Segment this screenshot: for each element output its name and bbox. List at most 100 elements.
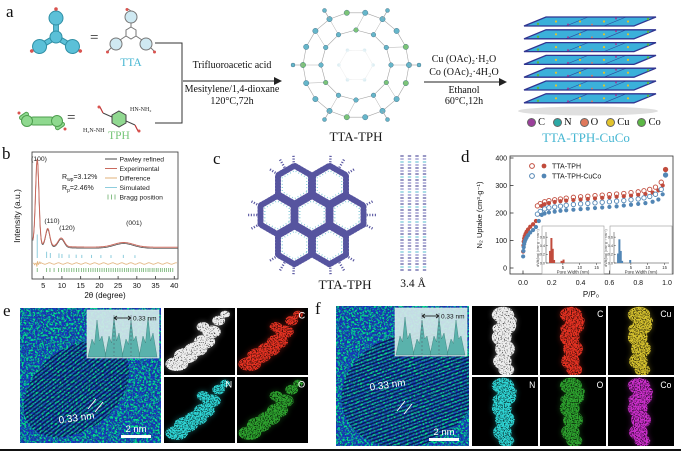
- svg-text:(120): (120): [59, 225, 75, 232]
- svg-text:0.2: 0.2: [547, 280, 557, 287]
- inset-dspacing-label: 0.33 nm: [133, 316, 157, 323]
- svg-text:2θ (degree): 2θ (degree): [84, 291, 126, 300]
- svg-text:0.4: 0.4: [540, 244, 545, 248]
- atom-legend-item-Co: Co: [637, 117, 661, 128]
- tem-image-f-container: 0.33 nm 2 nm 0.33 nm: [325, 306, 494, 449]
- element-label-C: C: [597, 309, 604, 319]
- inset-dspacing-label: 0.33 nm: [441, 314, 465, 321]
- svg-text:Simulated: Simulated: [120, 185, 150, 192]
- tta-molecule-cartoon: [29, 7, 83, 54]
- panel-label-f: f: [315, 299, 321, 318]
- atom-legend-item-C: C: [527, 117, 545, 128]
- line-profile-inset: 0.33 nm: [394, 307, 468, 357]
- cof-topview-container: [245, 153, 380, 286]
- monomer-bracket: [155, 42, 183, 124]
- svg-text:0.0: 0.0: [518, 280, 528, 287]
- atom-legend-item-O: O: [579, 117, 599, 128]
- svg-text:0: 0: [503, 266, 507, 273]
- cof-structure-top-view: [247, 154, 377, 276]
- svg-text:Rp=2.46%: Rp=2.46%: [62, 185, 94, 194]
- reaction2-arrow: [424, 78, 507, 86]
- map-tile-haadf: [164, 308, 235, 375]
- tta-label: TTA: [120, 57, 142, 69]
- svg-text:dV/d(log) (cm³·g⁻¹·nm⁻¹): dV/d(log) (cm³·g⁻¹·nm⁻¹): [604, 229, 608, 266]
- svg-text:35: 35: [151, 281, 159, 290]
- svg-text:0.0: 0.0: [540, 261, 545, 265]
- element-label-N: N: [529, 380, 535, 390]
- map-tile-N: N: [164, 376, 235, 443]
- cof-pore-drawing: [290, 8, 422, 122]
- element-label-O: O: [298, 379, 305, 389]
- svg-text:Intensity (a.u.): Intensity (a.u.): [12, 189, 22, 243]
- element-label-C: C: [298, 311, 305, 321]
- cof-label-c: TTA-TPH: [318, 277, 372, 292]
- svg-text:Rwp=3.12%: Rwp=3.12%: [62, 174, 97, 183]
- reaction1-condition-3: 120°C,72h: [210, 96, 254, 107]
- tph-right-group: HN-NH₂: [130, 107, 151, 113]
- map-tile-N: N: [472, 377, 538, 446]
- svg-text:5: 5: [41, 281, 45, 290]
- pxrd-chart-container: 5 10 15 20 25 30 35 40 2θ (degree) Intensity (a.u…: [12, 146, 182, 307]
- svg-text:10: 10: [58, 281, 66, 290]
- atom-dot-O: [579, 118, 589, 127]
- panel-label-e: e: [3, 301, 11, 320]
- svg-text:(100): (100): [31, 156, 47, 163]
- svg-text:400: 400: [495, 156, 507, 163]
- svg-text:Pore Width (nm): Pore Width (nm): [625, 270, 658, 275]
- svg-text:0.4: 0.4: [608, 244, 613, 248]
- layered-slabs-drawing: [518, 16, 658, 116]
- scale-bar-label: 2 nm: [433, 427, 454, 438]
- cof-label-a: TTA-TPH: [329, 129, 383, 144]
- reaction2-reagent-2: Co (OAc)₂·4H₂O: [429, 67, 499, 78]
- tph-molecule-cartoon: [17, 111, 67, 131]
- atom-legend-item-N: N: [553, 117, 572, 128]
- atom-legend: C N O Cu Co: [527, 117, 661, 128]
- svg-text:5: 5: [630, 265, 633, 270]
- svg-text:15: 15: [662, 265, 667, 270]
- eds-maps-e: C N O: [164, 308, 308, 443]
- equals-sign-2: =: [67, 110, 76, 126]
- svg-text:0.6: 0.6: [540, 235, 545, 239]
- stacked-layers-side-view: [400, 155, 427, 271]
- map-tile-C: C: [540, 306, 606, 375]
- panel-label-d: d: [461, 147, 470, 166]
- dspacing-annotation: 0.33 nm: [369, 378, 406, 394]
- reaction2-condition-2: 60°C,12h: [444, 96, 484, 107]
- pxrd-chart: 5 10 15 20 25 30 35 40 2θ (degree) Intensity (a.u…: [12, 151, 178, 300]
- svg-text:Pore Width (nm): Pore Width (nm): [557, 270, 590, 275]
- atom-symbol-Co: Co: [648, 117, 661, 128]
- atom-symbol-N: N: [564, 117, 572, 128]
- tta-structure: [106, 8, 156, 54]
- scale-bar-label: 2 nm: [125, 424, 146, 435]
- map-tile-Co: Co: [608, 377, 674, 446]
- map-tile-C: C: [237, 308, 308, 375]
- svg-text:0.4: 0.4: [576, 280, 586, 287]
- equals-sign-1: =: [90, 30, 99, 46]
- svg-text:0.2: 0.2: [540, 253, 545, 257]
- atom-symbol-C: C: [538, 117, 546, 128]
- svg-text:0.6: 0.6: [608, 235, 613, 239]
- atom-dot-Cu: [606, 118, 616, 127]
- reaction1-condition-2: Mesitylene/1,4-dioxane: [184, 84, 280, 95]
- tph-structure: H₂N-NH HN-NH₂: [83, 105, 151, 134]
- isotherm-chart-container: 0 100 200 300 400 0.0 0.2 0.4 0.6 0.8 1.0 P/P₀ N₂ Up…: [470, 148, 681, 307]
- svg-text:0.0: 0.0: [608, 261, 613, 265]
- panel-label-c: c: [213, 149, 221, 168]
- map-tile-Cu: Cu: [608, 306, 674, 375]
- svg-text:Pawley refined: Pawley refined: [120, 156, 165, 163]
- scale-bar: [121, 435, 151, 438]
- eds-maps-f: C Cu N O Co: [472, 306, 674, 446]
- svg-text:Experimental: Experimental: [120, 166, 160, 173]
- tem-image: 0.33 nm 2 nm 0.33 nm: [4, 308, 161, 449]
- panel-label-b: b: [2, 144, 11, 163]
- svg-text:0.6: 0.6: [605, 280, 615, 287]
- scale-bar: [429, 438, 459, 441]
- reaction2-reagent-1: Cu (OAc)₂·H₂O: [431, 54, 497, 65]
- tem-image: 0.33 nm 2 nm 0.33 nm: [325, 306, 494, 449]
- atom-symbol-O: O: [590, 117, 599, 128]
- svg-text:20: 20: [95, 281, 103, 290]
- atom-dot-Co: [637, 118, 647, 127]
- tem-image-e-container: 0.33 nm 2 nm 0.33 nm: [4, 308, 161, 449]
- tph-left-group: H₂N-NH: [83, 128, 105, 134]
